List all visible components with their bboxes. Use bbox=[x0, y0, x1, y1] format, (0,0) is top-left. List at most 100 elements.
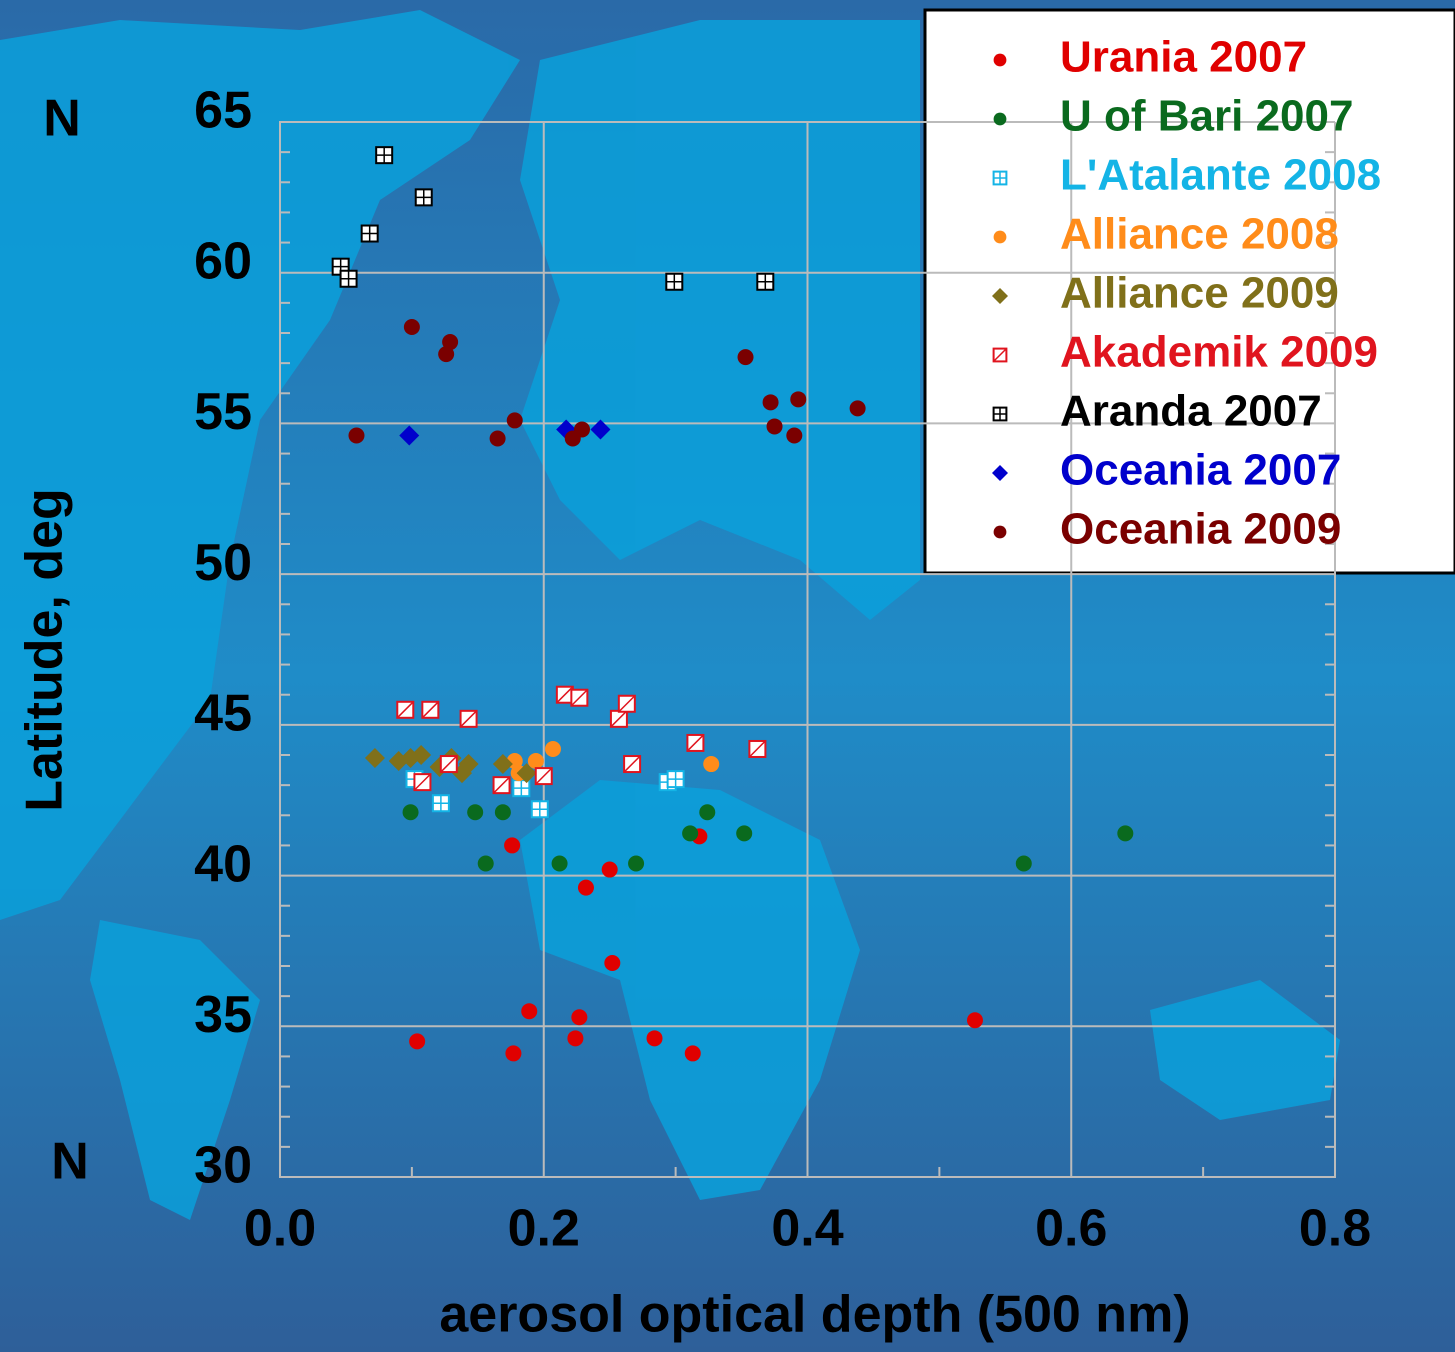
marker bbox=[494, 804, 511, 821]
marker-shape bbox=[762, 394, 779, 411]
marker-shape bbox=[766, 418, 783, 435]
y-tick-label: 50 bbox=[194, 534, 252, 592]
legend-label: Urania 2007 bbox=[1060, 33, 1307, 82]
marker bbox=[762, 394, 779, 411]
marker bbox=[682, 825, 699, 842]
marker bbox=[489, 430, 506, 447]
marker bbox=[551, 855, 568, 872]
marker bbox=[421, 700, 440, 719]
marker-shape bbox=[992, 465, 1008, 481]
marker-shape bbox=[504, 837, 521, 854]
y-tick-label: 45 bbox=[194, 685, 252, 743]
marker bbox=[766, 418, 783, 435]
y-tick-label: 30 bbox=[194, 1137, 252, 1195]
y-tick-label: 35 bbox=[194, 986, 252, 1044]
marker-shape bbox=[618, 695, 636, 713]
marker bbox=[409, 1033, 426, 1050]
marker bbox=[521, 1003, 538, 1020]
marker bbox=[505, 1045, 522, 1062]
legend-label: Aranda 2007 bbox=[1060, 387, 1322, 436]
marker bbox=[512, 779, 531, 798]
marker-shape bbox=[492, 754, 513, 775]
marker-shape bbox=[601, 861, 618, 878]
marker bbox=[544, 740, 561, 757]
marker-shape bbox=[413, 773, 431, 791]
marker-shape bbox=[571, 1009, 588, 1026]
marker bbox=[492, 754, 513, 775]
marker bbox=[348, 427, 365, 444]
marker-shape bbox=[604, 954, 621, 971]
marker-shape bbox=[348, 427, 365, 444]
marker-shape bbox=[610, 710, 628, 728]
map bbox=[0, 10, 1340, 1220]
marker-shape bbox=[1117, 825, 1134, 842]
marker bbox=[411, 745, 432, 765]
marker-shape bbox=[411, 745, 432, 765]
marker-shape bbox=[686, 734, 704, 752]
marker-shape bbox=[551, 855, 568, 872]
marker-shape bbox=[516, 763, 537, 784]
marker-shape bbox=[737, 349, 754, 366]
marker bbox=[992, 347, 1008, 363]
marker bbox=[1015, 855, 1032, 872]
marker bbox=[530, 800, 549, 819]
marker-shape bbox=[535, 767, 553, 785]
marker-shape bbox=[421, 701, 439, 719]
marker-shape bbox=[493, 776, 511, 794]
marker bbox=[684, 1045, 701, 1062]
marker bbox=[431, 794, 450, 813]
marker bbox=[492, 776, 511, 795]
marker bbox=[467, 804, 484, 821]
marker bbox=[756, 272, 775, 291]
marker-shape bbox=[736, 825, 753, 842]
marker-shape bbox=[403, 318, 420, 335]
marker-shape bbox=[628, 855, 645, 872]
marker bbox=[439, 755, 458, 774]
marker-shape bbox=[682, 825, 699, 842]
marker-shape bbox=[438, 346, 455, 363]
y-axis-label: Latitude, deg bbox=[16, 488, 74, 812]
legend-label: Alliance 2009 bbox=[1060, 269, 1339, 318]
marker bbox=[506, 412, 523, 429]
marker-shape bbox=[590, 419, 611, 440]
marker-shape bbox=[646, 1030, 663, 1047]
marker-shape bbox=[1015, 855, 1032, 872]
x-tick-label: 0.4 bbox=[771, 1200, 843, 1258]
marker-shape bbox=[527, 753, 544, 770]
marker bbox=[570, 688, 589, 707]
annotation: N bbox=[51, 1133, 89, 1191]
marker bbox=[666, 770, 685, 789]
marker bbox=[993, 53, 1007, 67]
marker bbox=[504, 837, 521, 854]
marker bbox=[339, 269, 358, 288]
marker-shape bbox=[567, 1030, 584, 1047]
marker-shape bbox=[993, 112, 1007, 126]
marker-shape bbox=[458, 754, 479, 775]
y-tick-label: 55 bbox=[194, 383, 252, 441]
marker bbox=[646, 1030, 663, 1047]
marker-shape bbox=[460, 710, 478, 728]
marker bbox=[992, 406, 1008, 422]
marker-shape bbox=[993, 230, 1007, 244]
marker-shape bbox=[992, 288, 1008, 304]
annotation: N bbox=[43, 90, 81, 148]
marker bbox=[364, 748, 385, 769]
marker bbox=[601, 861, 618, 878]
marker bbox=[699, 804, 716, 821]
marker bbox=[993, 230, 1007, 244]
marker-shape bbox=[623, 755, 641, 773]
marker bbox=[577, 879, 594, 896]
marker bbox=[459, 709, 478, 728]
marker bbox=[609, 709, 628, 728]
marker-shape bbox=[544, 740, 561, 757]
marker bbox=[992, 170, 1008, 186]
marker-shape bbox=[467, 804, 484, 821]
y-tick-label: 60 bbox=[194, 232, 252, 290]
marker-shape bbox=[849, 400, 866, 417]
legend bbox=[923, 8, 1455, 575]
marker bbox=[665, 272, 684, 291]
marker bbox=[786, 427, 803, 444]
marker-shape bbox=[993, 53, 1007, 67]
marker bbox=[360, 224, 379, 243]
